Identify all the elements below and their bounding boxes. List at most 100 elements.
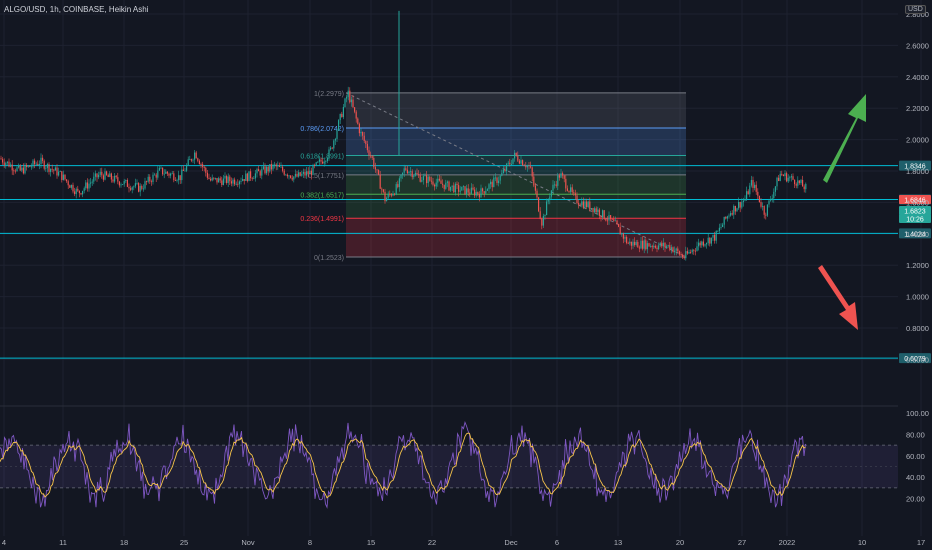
candle-body (795, 184, 797, 186)
candle-body (174, 180, 176, 181)
candle-body (805, 183, 807, 190)
candle-body (237, 183, 239, 185)
arrow-up-icon (823, 94, 866, 183)
candle-body (621, 233, 623, 235)
candle-body (120, 184, 122, 186)
currency-label[interactable]: USD (905, 5, 926, 14)
candle-body (579, 204, 581, 206)
candle-body (747, 191, 749, 195)
candle-body (760, 202, 762, 207)
candle-body (635, 241, 637, 246)
candle-body (94, 173, 96, 177)
candle-body (173, 173, 175, 181)
candle-body (419, 175, 421, 182)
candle-body (643, 240, 645, 249)
level-tag-label: 1.4024 (904, 231, 926, 238)
fibonacci-retracement[interactable]: 1(2.2979) 0.786(2.0742) 0.618(1.8991) 0.5(1… (300, 91, 687, 262)
candle-body (586, 201, 588, 207)
candle-body (53, 169, 55, 171)
candle-body (390, 194, 392, 196)
candle-body (21, 167, 23, 171)
candle-body (763, 206, 765, 215)
candle-body (402, 172, 404, 175)
candle-body (245, 173, 247, 181)
candle-body (606, 220, 608, 222)
candle-body (22, 167, 24, 174)
candle-body (102, 175, 104, 180)
candle-body (130, 188, 132, 190)
candle-body (702, 241, 704, 246)
candle-body (474, 189, 476, 196)
candle-body (176, 180, 178, 182)
candle-body (330, 147, 332, 150)
candle-body (242, 179, 244, 181)
time-axis[interactable]: 4 11 18 25 Nov 8 15 22 Dec 6 13 20 27 2022 10 17 (2, 538, 925, 547)
candle-body (146, 181, 148, 183)
candle-body (720, 226, 722, 228)
candle-body (430, 180, 432, 182)
symbol-title[interactable]: ALGO/USD, 1h, COINBASE, Heikin Ashi (4, 5, 149, 14)
candle-body (269, 164, 271, 172)
candle-body (280, 166, 282, 168)
candle-body (589, 201, 591, 210)
candle-body (331, 147, 333, 149)
candle-body (259, 171, 261, 176)
price-tick-label: 1.2000 (906, 261, 929, 270)
candle-body (640, 240, 642, 249)
candle-body (184, 170, 186, 172)
candle-body (434, 184, 436, 187)
candle-body (766, 204, 768, 216)
candle-body (509, 162, 511, 165)
candle-body (568, 190, 570, 192)
candle-body (616, 220, 618, 225)
candle-body (690, 252, 692, 253)
candle-body (594, 208, 596, 213)
candle-body (656, 247, 658, 249)
candle-body (202, 164, 204, 167)
candle-body (525, 165, 527, 168)
candle-body (115, 175, 117, 178)
candle-body (669, 245, 671, 250)
candle-body (50, 168, 52, 172)
candle-body (421, 180, 423, 182)
candle-body (722, 224, 724, 227)
candle-body (272, 164, 274, 170)
candle-body (642, 240, 644, 249)
candle-body (99, 171, 101, 175)
candle-body (333, 140, 335, 149)
candle-body (150, 181, 152, 183)
candle-body (771, 198, 773, 200)
price-axis[interactable]: 3.00002.80002.60002.40002.20002.00001.80… (906, 0, 929, 364)
candle-body (219, 178, 221, 181)
candle-body (491, 181, 493, 188)
candle-body (432, 181, 434, 185)
candle-body (354, 107, 356, 112)
fib-zone (346, 92, 686, 128)
candle-body (467, 188, 469, 193)
candle-body (19, 165, 21, 171)
candle-body (251, 178, 253, 179)
horizontal-levels[interactable]: 1.83461.61851.40240.60791.68461.682310:2… (0, 160, 931, 364)
fib-zone (346, 194, 686, 219)
candle-body (782, 174, 784, 176)
candle-body (403, 168, 405, 173)
candle-body (205, 167, 207, 173)
candle-body (482, 188, 484, 192)
candle-body (557, 175, 559, 186)
candle-body (781, 173, 783, 175)
rsi-axis[interactable]: 100.00 80.00 60.00 40.00 20.00 (906, 409, 929, 504)
trend-arrows[interactable] (818, 94, 866, 330)
candle-body (555, 184, 557, 186)
candle-body (77, 188, 79, 191)
candle-body (189, 159, 191, 160)
candle-body (466, 188, 468, 195)
candle-body (299, 172, 301, 176)
candle-body (304, 171, 306, 176)
candle-body (186, 164, 188, 171)
candle-body (66, 179, 68, 182)
candle-body (709, 237, 711, 244)
candle-body (162, 167, 164, 175)
candle-body (190, 159, 192, 161)
candle-body (530, 166, 532, 168)
